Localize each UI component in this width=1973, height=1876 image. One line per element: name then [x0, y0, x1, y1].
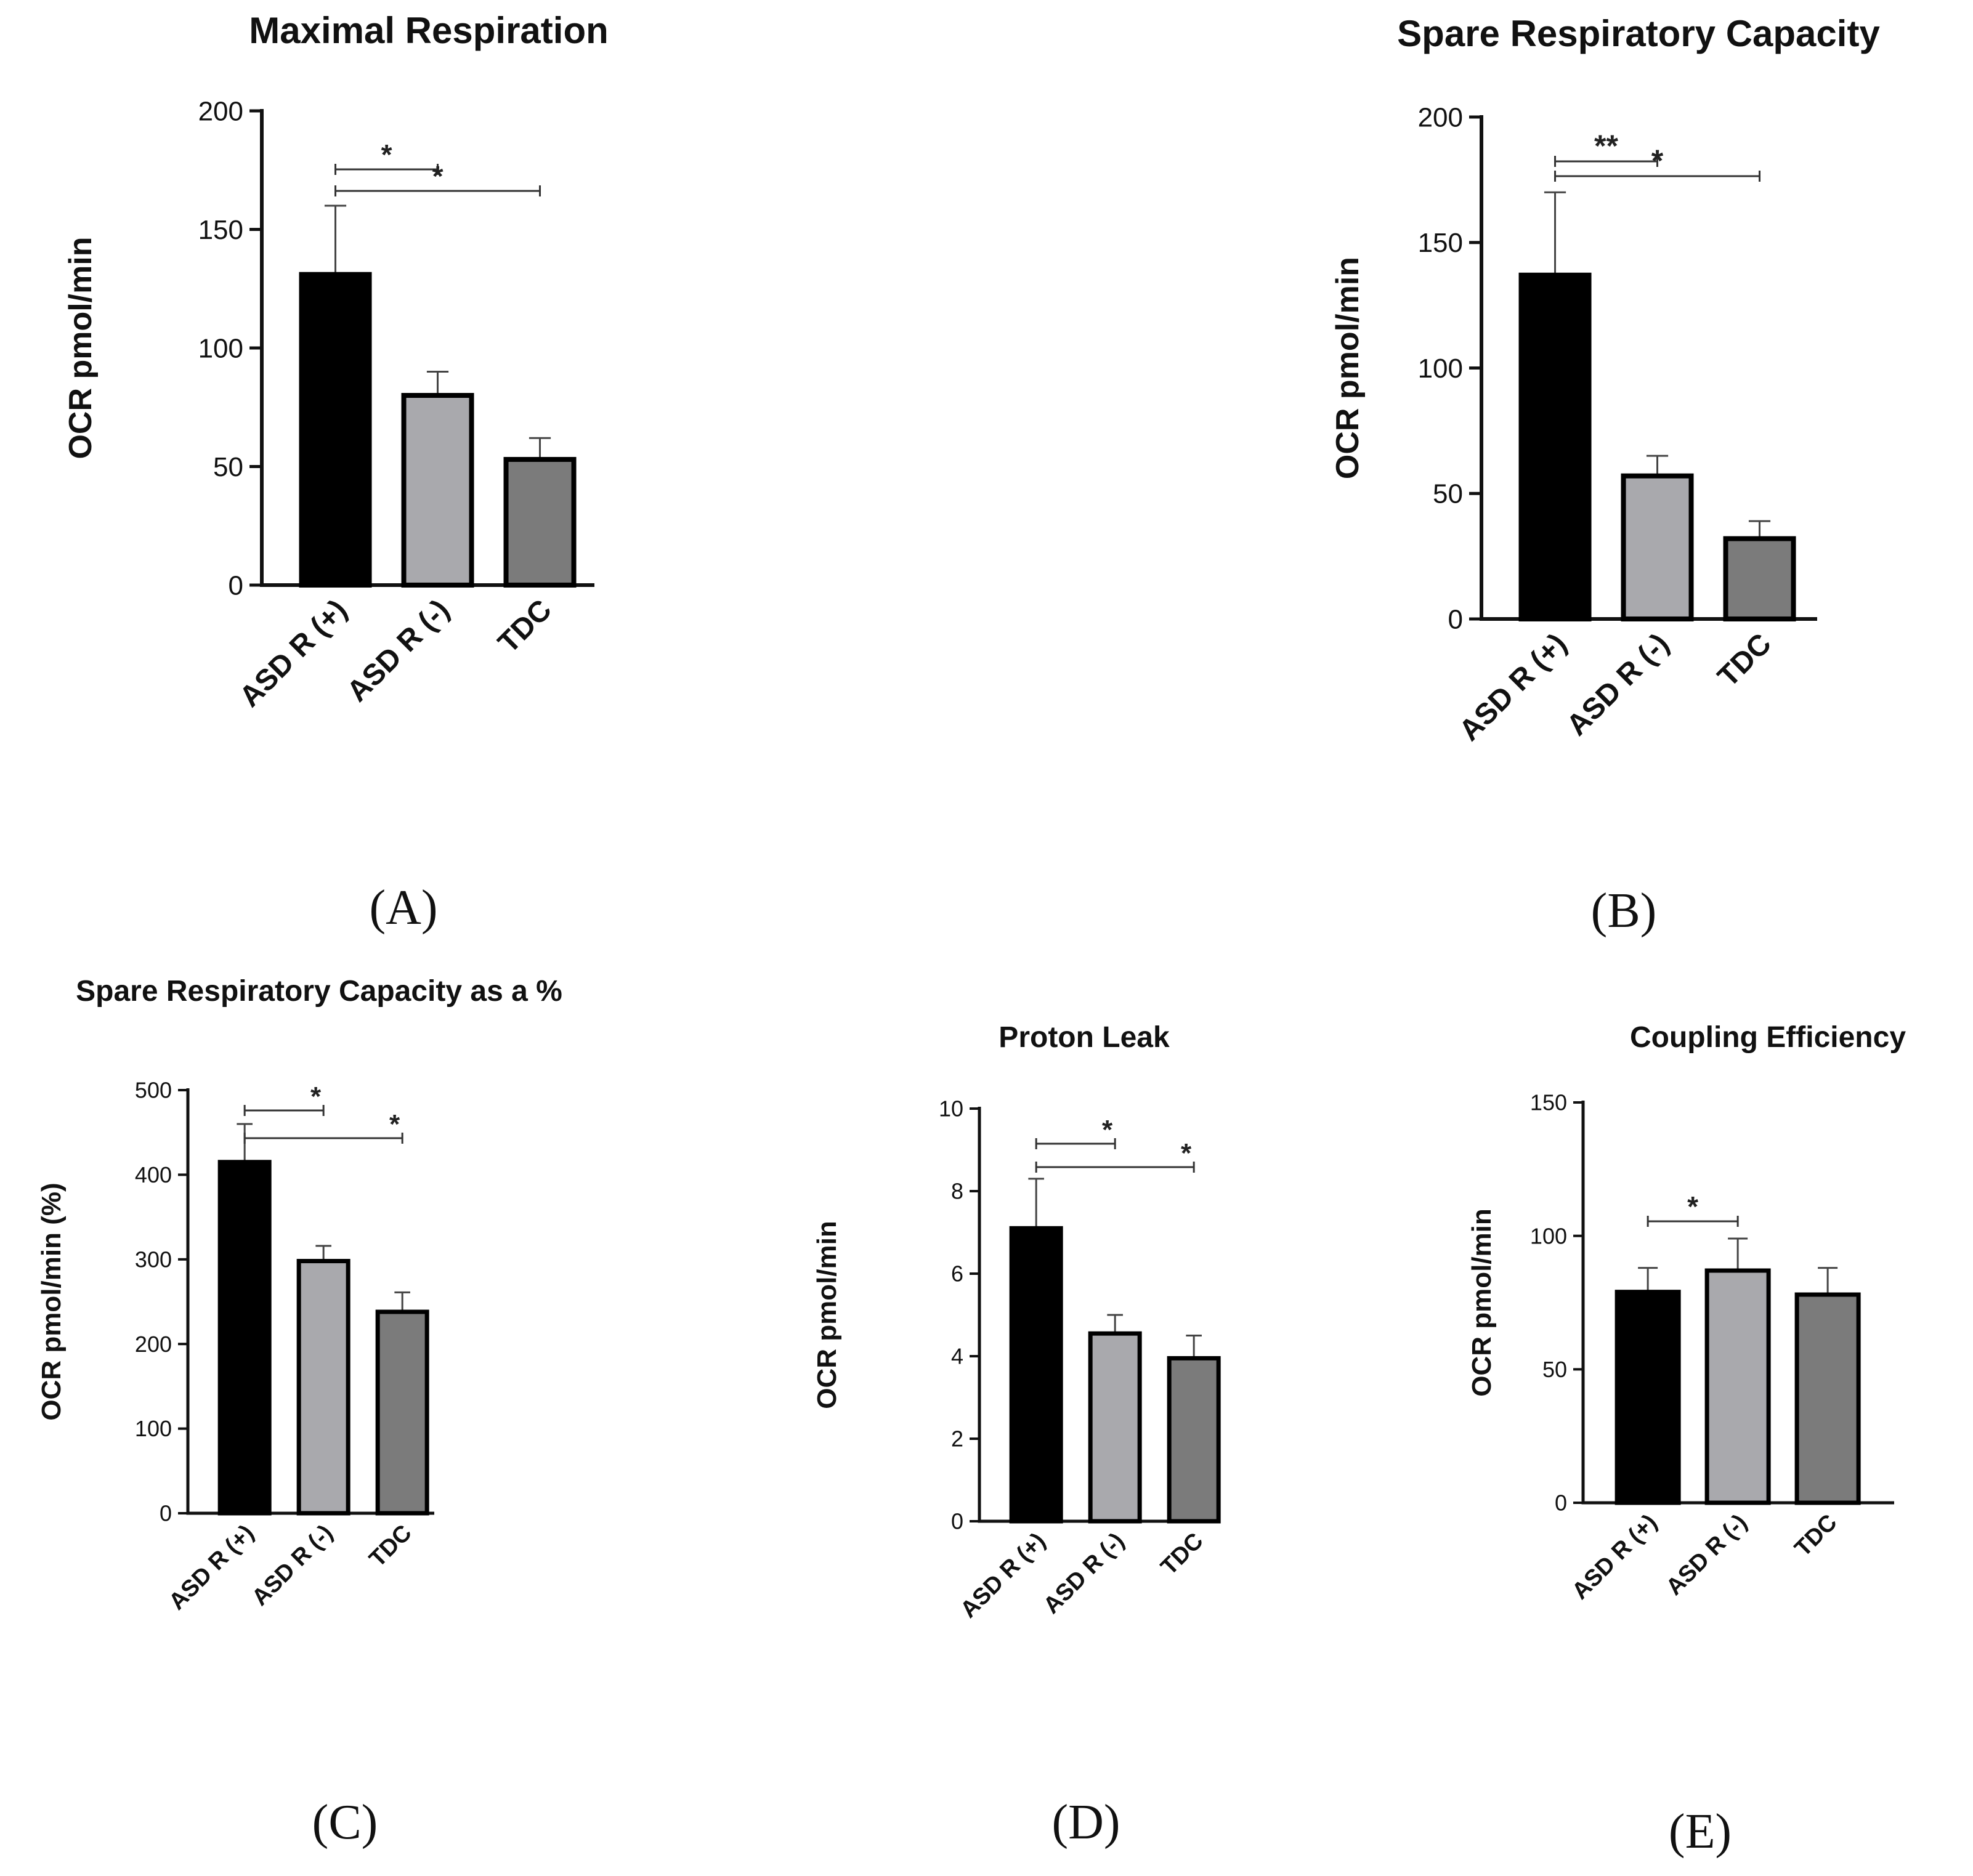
- y-tick-label: 50: [213, 452, 243, 482]
- chart-title: Spare Respiratory Capacity: [1397, 13, 1880, 54]
- x-tick-label: ASD R (+): [955, 1528, 1050, 1623]
- x-tick-label: ASD R (-): [1661, 1510, 1752, 1601]
- y-tick-label: 0: [160, 1501, 172, 1526]
- y-tick-label: 0: [951, 1509, 963, 1534]
- x-tick-label: TDC: [492, 594, 558, 660]
- x-tick-label: TDC: [365, 1520, 417, 1572]
- y-tick-label: 8: [951, 1179, 963, 1204]
- bar: [296, 1259, 350, 1516]
- panel-label: (A): [369, 881, 437, 935]
- bar: [1621, 473, 1694, 621]
- bar: [1723, 536, 1796, 621]
- significance-label: *: [1102, 1115, 1113, 1145]
- bar: [1009, 1226, 1063, 1524]
- x-tick-label: ASD R (+): [233, 594, 354, 714]
- y-tick-label: 150: [1418, 228, 1463, 258]
- bar: [1704, 1268, 1771, 1505]
- y-tick-label: 100: [135, 1416, 172, 1441]
- x-tick-label: TDC: [1156, 1528, 1209, 1580]
- significance-label: **: [1594, 129, 1618, 163]
- y-tick-label: 50: [1433, 479, 1463, 509]
- chart-title: Proton Leak: [999, 1021, 1170, 1054]
- bar: [1518, 272, 1592, 622]
- x-tick-label: ASD R (+): [1453, 628, 1573, 748]
- bar: [1794, 1292, 1861, 1505]
- chart-panel-d: Proton Leak OCR pmol/min 0 2 4 6 8 10 ASD R (+)A…: [812, 1021, 1221, 1850]
- y-tick-label: 300: [135, 1247, 172, 1272]
- bar: [217, 1160, 272, 1516]
- y-tick-label: 0: [1555, 1490, 1567, 1516]
- y-tick-label: 400: [135, 1162, 172, 1187]
- chart-panel-a: Maximal Respiration OCR pmol/min 0 50 100 150…: [63, 10, 609, 935]
- y-tick-label: 0: [229, 570, 243, 600]
- panel-label: (C): [312, 1795, 378, 1850]
- y-axis-label: OCR pmol/min (%): [36, 1183, 67, 1420]
- significance-label: *: [1181, 1138, 1192, 1168]
- significance-label: *: [1651, 144, 1664, 178]
- x-tick-label: ASD R (-): [1560, 628, 1675, 742]
- x-tick-label: TDC: [1790, 1510, 1842, 1562]
- significance-label: *: [432, 160, 444, 192]
- y-tick-label: 100: [1418, 354, 1463, 384]
- y-tick-label: 150: [198, 215, 243, 245]
- y-tick-label: 200: [198, 96, 243, 126]
- significance-label: *: [310, 1082, 322, 1112]
- chart-panel-b: Spare Respiratory Capacity OCR pmol/min 0 5…: [1330, 13, 1880, 938]
- y-axis-label: OCR pmol/min: [1330, 257, 1366, 479]
- x-tick-label: ASD R (-): [341, 594, 455, 708]
- y-tick-label: 10: [939, 1096, 963, 1122]
- bar: [1088, 1331, 1142, 1524]
- significance-label: *: [381, 139, 392, 171]
- x-tick-label: ASD R (-): [247, 1520, 338, 1611]
- chart-panel-c: Spare Respiratory Capacity as a % OCR pmo…: [36, 975, 562, 1850]
- bar: [401, 393, 474, 588]
- panel-label: (D): [1051, 1795, 1120, 1850]
- bar: [1614, 1290, 1681, 1505]
- chart-title: Spare Respiratory Capacity as a %: [76, 975, 562, 1008]
- y-tick-label: 150: [1530, 1090, 1567, 1115]
- x-tick-label: ASD R (+): [164, 1520, 259, 1615]
- significance-label: *: [389, 1109, 400, 1139]
- x-tick-label: ASD R (-): [1039, 1528, 1130, 1619]
- chart-title: Coupling Efficiency: [1630, 1021, 1906, 1054]
- bar: [299, 272, 372, 588]
- panel-label: (B): [1591, 884, 1657, 938]
- y-tick-label: 500: [135, 1078, 172, 1103]
- y-tick-label: 0: [1448, 604, 1463, 634]
- x-tick-label: TDC: [1712, 628, 1778, 693]
- y-tick-label: 50: [1542, 1357, 1567, 1382]
- y-axis-label: OCR pmol/min: [812, 1221, 842, 1409]
- y-tick-label: 6: [951, 1261, 963, 1287]
- y-axis-label: OCR pmol/min: [1467, 1208, 1497, 1397]
- y-axis-label: OCR pmol/min: [63, 237, 99, 459]
- chart-panel-e: Coupling Efficiency OCR pmol/min 0 50 100 150…: [1467, 1021, 1906, 1859]
- panel-label: (E): [1669, 1805, 1732, 1859]
- y-tick-label: 200: [135, 1332, 172, 1357]
- y-tick-label: 100: [198, 333, 243, 363]
- y-tick-label: 100: [1530, 1223, 1567, 1248]
- y-tick-label: 4: [951, 1344, 963, 1369]
- y-tick-label: 200: [1418, 102, 1463, 132]
- bar: [375, 1309, 429, 1516]
- x-tick-label: ASD R (+): [1567, 1510, 1662, 1604]
- chart-title: Maximal Respiration: [249, 10, 609, 51]
- significance-label: *: [1687, 1191, 1698, 1223]
- bar: [1167, 1356, 1221, 1524]
- bar: [503, 456, 577, 588]
- y-tick-label: 2: [951, 1426, 963, 1452]
